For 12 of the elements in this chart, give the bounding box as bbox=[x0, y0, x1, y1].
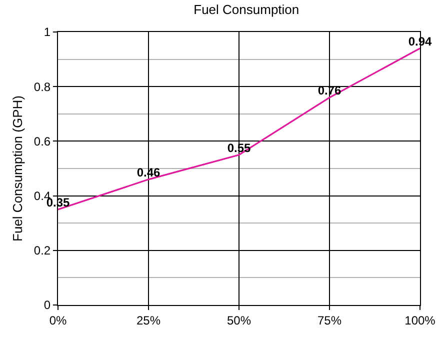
y-tick-label: 0 bbox=[44, 298, 51, 312]
y-tick-label: 0.2 bbox=[34, 244, 51, 258]
x-tick-label: 75% bbox=[317, 313, 342, 328]
chart-title: Fuel Consumption bbox=[194, 2, 300, 18]
x-tick-label: 50% bbox=[226, 313, 252, 328]
x-tick-label: 0% bbox=[49, 313, 67, 328]
y-axis-title: Fuel Consumption (GPH) bbox=[10, 96, 25, 242]
x-tick-label: 100% bbox=[404, 313, 436, 328]
y-tick-label: 0.6 bbox=[34, 134, 51, 148]
y-tick-label: 0.8 bbox=[34, 80, 51, 94]
x-tick-label: 25% bbox=[136, 313, 161, 328]
y-tick-label: 1 bbox=[44, 25, 51, 40]
